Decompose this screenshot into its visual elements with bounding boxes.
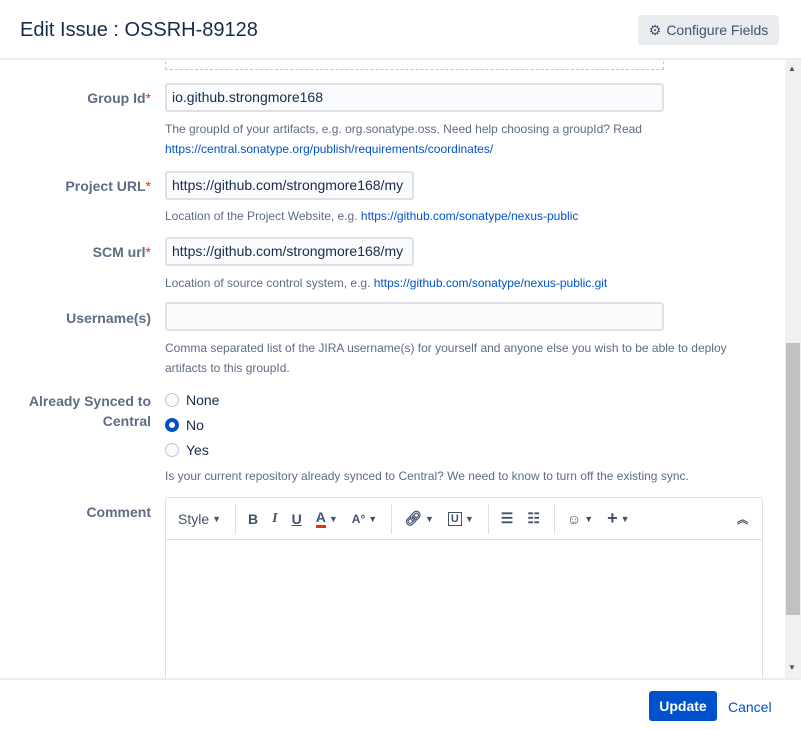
bold-icon[interactable]: B [248, 510, 259, 527]
nexus-public-link[interactable]: https://github.com/sonatype/nexus-public [360, 209, 579, 223]
scm-url-label: SCM url* [92, 244, 151, 260]
scm-url-input[interactable]: https://github.com/strongmore168/my [165, 237, 414, 266]
radio-none[interactable]: None [165, 392, 219, 408]
dialog-title: Edit Issue : OSSRH-89128 [20, 19, 258, 41]
coordinates-link[interactable]: https://central.sonatype.org/publish/req… [165, 142, 494, 156]
bullet-list-icon[interactable]: ☰ [500, 510, 514, 526]
scroll-down-icon[interactable]: ▼ [788, 663, 796, 672]
collapse-toolbar-icon[interactable]: ︽ [737, 513, 748, 526]
synced-label: Already Synced to Central [28, 393, 151, 429]
configure-fields-button[interactable]: ⚙ Configure Fields [638, 15, 779, 45]
comment-label: Comment [86, 504, 151, 520]
form-body: Group Id* io.github.strongmore168 The gr… [0, 60, 801, 678]
scrollbar-thumb[interactable] [786, 343, 800, 615]
plus-icon[interactable]: + ▼ [607, 508, 630, 528]
synced-help: Is your current repository already synce… [165, 469, 689, 483]
text-color-icon[interactable]: A ▼ [315, 509, 338, 528]
emoji-icon[interactable]: ☺ ▼ [566, 510, 594, 527]
comment-editor[interactable]: Style ▼ B I U A ▼ A° ▼ 🔗︎ ▼ U ▼ ☰ ☷ ☺ ▼ + ▼ ︽ [165, 497, 763, 678]
usernames-input[interactable] [165, 302, 664, 331]
configure-fields-label: Configure Fields [666, 22, 769, 38]
radio-button-selected[interactable] [165, 418, 179, 432]
group-id-label: Group Id* [87, 90, 151, 106]
attachment-icon[interactable]: U ▼ [447, 511, 474, 526]
style-dropdown[interactable]: Style ▼ [178, 510, 222, 527]
group-id-help: The groupId of your artifacts, e.g. org.… [165, 122, 642, 156]
scroll-up-icon[interactable]: ▲ [788, 64, 796, 73]
cancel-link[interactable]: Cancel [728, 699, 772, 715]
radio-yes[interactable]: Yes [165, 442, 209, 458]
project-url-help: Location of the Project Website, e.g. ht… [165, 209, 579, 223]
link-icon[interactable]: 🔗︎ ▼ [404, 510, 434, 526]
nexus-public-git-link[interactable]: https://github.com/sonatype/nexus-public… [373, 276, 608, 290]
usernames-label: Username(s) [66, 310, 151, 326]
italic-icon[interactable]: I [272, 510, 278, 526]
dialog-header: Edit Issue : OSSRH-89128 ⚙ Configure Fiel… [0, 0, 801, 60]
radio-button[interactable] [165, 443, 179, 457]
numbered-list-icon[interactable]: ☷ [527, 510, 540, 526]
underline-icon[interactable]: U [291, 510, 302, 527]
radio-button[interactable] [165, 393, 179, 407]
usernames-help: Comma separated list of the JIRA usernam… [165, 341, 727, 375]
update-button[interactable]: Update [649, 691, 717, 721]
gear-icon: ⚙ [648, 21, 662, 38]
group-id-input[interactable]: io.github.strongmore168 [165, 83, 664, 112]
scm-url-help: Location of source control system, e.g. … [165, 276, 608, 290]
previous-field-box [165, 60, 664, 70]
text-format-icon[interactable]: A° ▼ [351, 511, 378, 526]
editor-toolbar: Style ▼ B I U A ▼ A° ▼ 🔗︎ ▼ U ▼ ☰ ☷ ☺ ▼ + ▼ ︽ [166, 498, 762, 540]
dialog-footer: Update Cancel [0, 678, 801, 730]
project-url-label: Project URL* [65, 178, 151, 194]
radio-no[interactable]: No [165, 417, 204, 433]
project-url-input[interactable]: https://github.com/strongmore168/my [165, 171, 414, 200]
